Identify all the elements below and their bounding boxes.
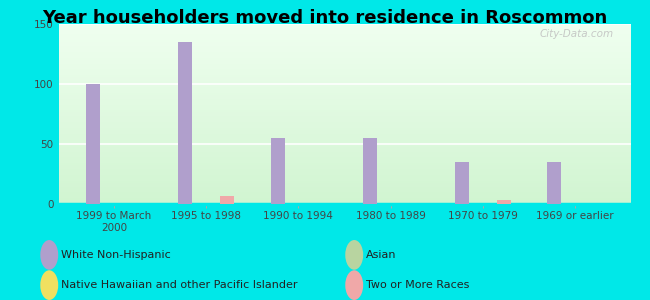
- Ellipse shape: [345, 270, 363, 300]
- Ellipse shape: [345, 240, 363, 270]
- Ellipse shape: [40, 240, 58, 270]
- Text: Asian: Asian: [366, 250, 396, 260]
- Ellipse shape: [40, 270, 58, 300]
- Text: Native Hawaiian and other Pacific Islander: Native Hawaiian and other Pacific Island…: [61, 280, 298, 290]
- Bar: [220, 196, 234, 204]
- Bar: [270, 138, 285, 204]
- Bar: [455, 162, 469, 204]
- Text: Year householders moved into residence in Roscommon: Year householders moved into residence i…: [42, 9, 608, 27]
- Bar: [547, 162, 562, 204]
- Text: City-Data.com: City-Data.com: [540, 29, 614, 39]
- Text: Two or More Races: Two or More Races: [366, 280, 469, 290]
- Bar: [86, 84, 100, 204]
- Text: White Non-Hispanic: White Non-Hispanic: [61, 250, 171, 260]
- Bar: [497, 200, 510, 204]
- Bar: [179, 42, 192, 204]
- Bar: [363, 138, 377, 204]
